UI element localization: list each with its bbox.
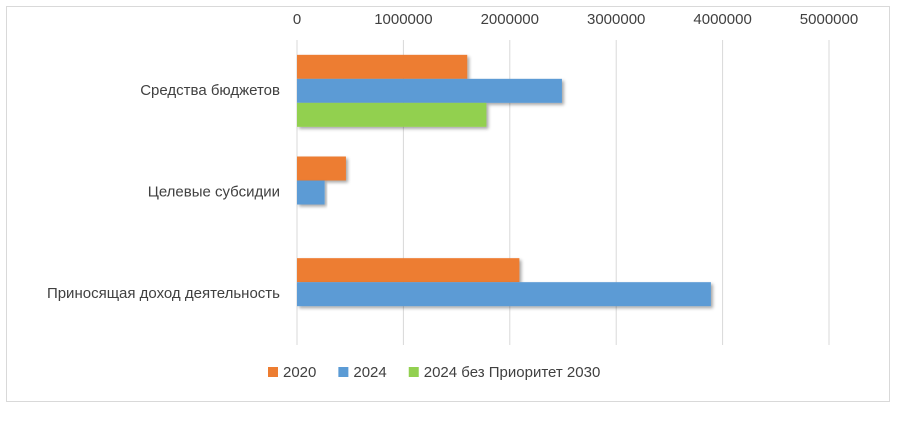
x-tick-label: 2000000 <box>481 11 539 28</box>
bar <box>297 54 468 79</box>
legend-swatch <box>338 367 349 377</box>
y-tick-label: Приносящая доход деятельность <box>47 285 280 302</box>
legend-label: 2020 <box>283 364 316 381</box>
bar <box>297 78 562 103</box>
legend-label: 2024 без Приоритет 2030 <box>424 364 601 381</box>
bar <box>297 282 711 307</box>
y-tick-label: Целевые субсидии <box>148 183 280 200</box>
bar <box>297 156 346 181</box>
legend-swatch <box>408 367 419 377</box>
x-tick-label: 0 <box>293 11 301 28</box>
x-tick-label: 3000000 <box>587 11 645 28</box>
bar <box>297 180 325 205</box>
y-tick-label: Средства бюджетов <box>140 82 280 99</box>
x-tick-label: 1000000 <box>374 11 432 28</box>
legend-label: 2024 <box>353 364 386 381</box>
x-tick-label: 5000000 <box>800 11 858 28</box>
bar <box>297 258 520 283</box>
bar <box>297 102 487 127</box>
legend-swatch <box>268 367 278 377</box>
x-tick-label: 4000000 <box>693 11 751 28</box>
